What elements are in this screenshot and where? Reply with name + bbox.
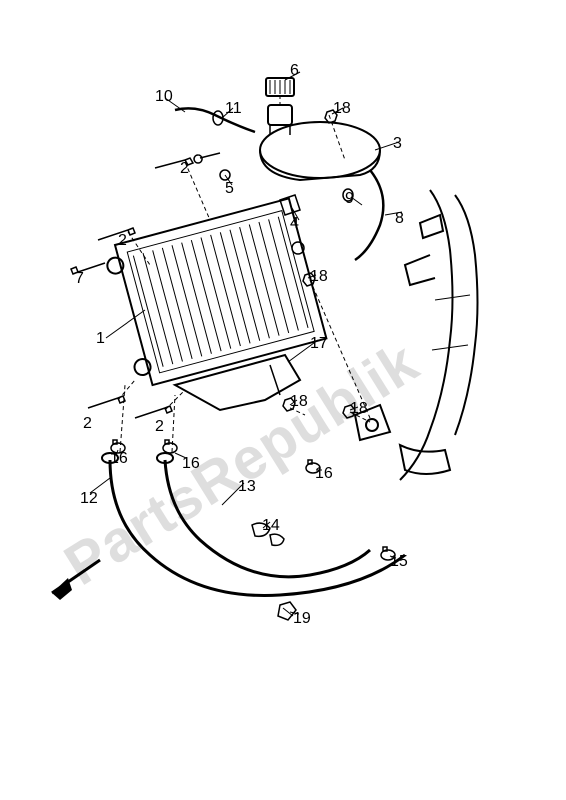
callout-3-5: 3 (393, 135, 402, 153)
radiator-bracket (175, 355, 300, 410)
callout-18-25: 18 (350, 400, 368, 418)
direction-arrow (52, 560, 100, 600)
callout-4-6: 4 (290, 215, 299, 233)
radiator-hose-diagram: PartsRepublik (0, 0, 566, 800)
hose-upper (175, 108, 255, 132)
callout-2-1: 2 (180, 160, 189, 178)
nuts-18 (283, 110, 355, 418)
hose-right (343, 170, 383, 260)
callout-2-3: 2 (83, 415, 92, 433)
frame-section (355, 190, 478, 480)
callout-16-18: 16 (110, 450, 128, 468)
reservoir-tank (260, 105, 380, 180)
bracket-small (280, 195, 300, 215)
callout-1-0: 1 (96, 330, 105, 348)
clamps-16 (111, 440, 395, 560)
callout-18-23: 18 (310, 268, 328, 286)
callout-11-13: 11 (225, 100, 242, 118)
callout-9-11: 9 (345, 190, 354, 208)
diagram-svg (0, 0, 566, 800)
callout-2-4: 2 (155, 418, 164, 436)
callout-12-14: 12 (80, 490, 98, 508)
callout-16-19: 16 (182, 455, 200, 473)
callout-8-10: 8 (395, 210, 404, 228)
callout-7-9: 7 (75, 270, 84, 288)
callout-18-22: 18 (333, 100, 351, 118)
callout-10-12: 10 (155, 88, 173, 106)
callout-14-16: 14 (262, 517, 280, 535)
lower-hoses (102, 453, 405, 596)
bolts-group (71, 153, 230, 418)
callout-2-2: 2 (118, 232, 127, 250)
callout-19-26: 19 (293, 610, 311, 628)
dashed-guides (118, 95, 370, 452)
callout-16-20: 16 (315, 465, 333, 483)
callout-13-15: 13 (238, 478, 256, 496)
callout-17-21: 17 (310, 335, 328, 353)
callout-6-8: 6 (290, 62, 299, 80)
callout-15-17: 15 (390, 553, 408, 571)
callout-18-24: 18 (290, 393, 308, 411)
leader-lines (90, 72, 402, 614)
callout-5-7: 5 (225, 180, 234, 198)
reservoir-cap (266, 78, 294, 96)
